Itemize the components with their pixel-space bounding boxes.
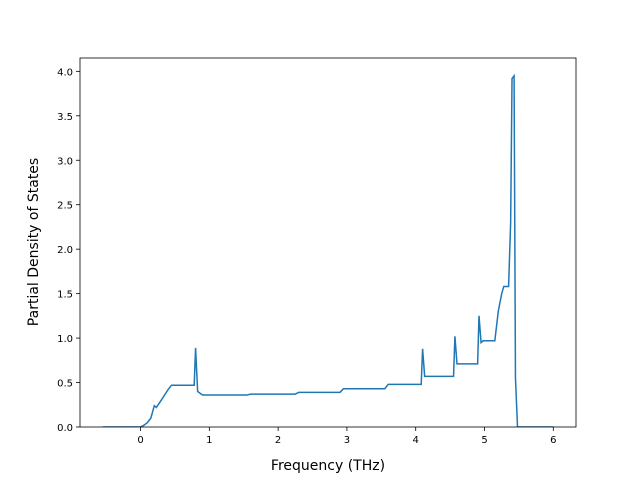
x-axis-label: Frequency (THz) xyxy=(271,458,385,474)
y-tick-label: 0.0 xyxy=(57,423,73,434)
y-tick-label: 1.5 xyxy=(57,290,73,301)
x-tick-label: 0 xyxy=(137,435,143,446)
x-tick-label: 2 xyxy=(275,435,281,446)
x-tick-label: 3 xyxy=(344,435,350,446)
y-tick-label: 0.5 xyxy=(57,379,73,390)
data-line xyxy=(102,73,554,427)
y-axis-label: Partial Density of States xyxy=(26,158,42,326)
x-tick-label: 1 xyxy=(206,435,212,446)
y-tick-label: 4.0 xyxy=(57,67,73,78)
y-tick-label: 2.5 xyxy=(57,201,73,212)
y-tick-label: 2.0 xyxy=(57,245,73,256)
x-tick-label: 4 xyxy=(413,435,419,446)
y-tick-label: 3.5 xyxy=(57,112,73,123)
x-tick-label: 5 xyxy=(481,435,487,446)
y-tick-label: 1.0 xyxy=(57,334,73,345)
plot-frame xyxy=(79,57,577,428)
x-tick-label: 6 xyxy=(550,435,556,446)
y-tick-label: 3.0 xyxy=(57,156,73,167)
